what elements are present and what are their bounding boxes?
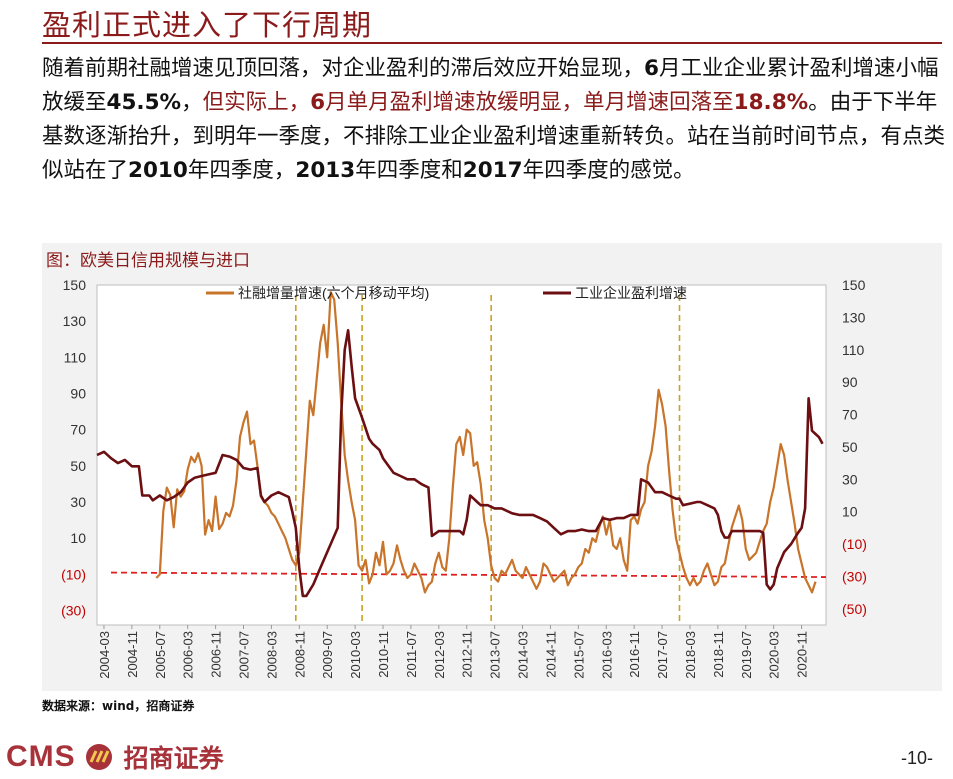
x-tick-label: 2013-07	[488, 631, 503, 679]
y-left-tick-label: 110	[64, 349, 87, 365]
paragraph-run: 45.5%	[106, 90, 182, 115]
x-tick-label: 2018-11	[711, 631, 726, 678]
x-tick-label: 2018-03	[683, 631, 698, 679]
paragraph-run: 年四季度和	[355, 158, 463, 183]
x-tick-label: 2015-07	[571, 631, 586, 679]
x-tick-label: 2008-11	[292, 631, 307, 678]
y-right-tick-label: 70	[842, 407, 858, 423]
summary-paragraph: 随着前期社融增速见顶回落，对企业盈利的滞后效应开始显现，6月工业企业累计盈利增速…	[42, 52, 947, 188]
x-tick-label: 2016-03	[599, 631, 614, 679]
page-title: 盈利正式进入了下行周期	[42, 8, 373, 42]
y-left-tick-label: 150	[63, 277, 87, 293]
title-divider	[42, 42, 942, 44]
legend-label: 工业企业盈利增速	[575, 285, 687, 301]
footer-logo: CMS 招商证券	[6, 739, 224, 775]
x-tick-label: 2020-03	[767, 631, 782, 679]
x-tick-label: 2004-11	[125, 631, 140, 678]
x-tick-label: 2009-07	[320, 631, 335, 679]
x-tick-label: 2012-11	[460, 631, 475, 678]
x-tick-label: 2010-11	[376, 631, 391, 678]
paragraph-run: 年四季度的感觉。	[522, 158, 695, 183]
y-right-tick-label: 90	[842, 374, 858, 390]
y-left-tick-label: (30)	[61, 603, 86, 619]
x-tick-label: 2007-07	[236, 631, 251, 679]
paragraph-run: 6	[310, 90, 326, 115]
paragraph-run: 。由于下半年基数逐渐抬升，到明年一季度，不排除工业企业盈利增速重新转负。站在当前…	[42, 90, 946, 183]
y-left-tick-label: 10	[70, 530, 86, 546]
paragraph-run: 年四季度，	[187, 158, 296, 183]
x-tick-label: 2010-03	[348, 631, 363, 679]
series-line-social-financing	[155, 291, 817, 594]
y-left-tick-label: 50	[70, 458, 86, 474]
x-tick-label: 2019-07	[739, 631, 754, 679]
y-right-tick-label: 110	[842, 342, 865, 358]
paragraph-run: 但实际上，	[202, 90, 311, 115]
y-left-tick-label: 30	[70, 494, 86, 510]
y-left-tick-label: 90	[70, 386, 86, 402]
y-right-tick-label: 30	[842, 471, 858, 487]
brand-cn: 招商证券	[123, 744, 224, 773]
y-right-tick-label: 130	[842, 309, 866, 325]
x-tick-label: 2012-03	[432, 631, 447, 679]
x-tick-label: 2006-03	[181, 631, 196, 679]
x-tick-label: 2017-07	[655, 631, 670, 679]
y-right-tick-label: 150	[842, 277, 866, 293]
x-tick-label: 2004-03	[97, 631, 112, 679]
brand-en: CMS	[6, 740, 76, 773]
chart-caption: 图：欧美日信用规模与进口	[46, 251, 250, 271]
paragraph-run: 随着前期社融增速见顶回落，对企业盈利的滞后效应开始显现，	[42, 56, 645, 81]
paragraph-run: 18.8%	[733, 90, 809, 115]
paragraph-run: ，	[181, 90, 203, 115]
legend-label: 社融增量增速(六个月移动平均)	[238, 285, 429, 301]
y-left-tick-label: 70	[70, 422, 86, 438]
x-tick-label: 2014-11	[543, 631, 558, 678]
paragraph-run: 2010	[128, 158, 188, 183]
x-tick-label: 2008-03	[264, 631, 279, 679]
paragraph-run: 6	[644, 56, 659, 81]
y-right-tick-label: (50)	[842, 601, 867, 617]
x-tick-label: 2014-03	[516, 631, 531, 679]
y-right-tick-label: 10	[842, 504, 858, 520]
y-right-tick-label: 50	[842, 439, 858, 455]
x-tick-label: 2006-11	[209, 631, 224, 678]
x-tick-label: 2005-07	[153, 631, 168, 679]
paragraph-run: 2013	[295, 158, 356, 183]
y-left-tick-label: 130	[63, 313, 87, 329]
x-tick-label: 2016-11	[627, 631, 642, 678]
brand-emblem-icon	[85, 744, 112, 770]
x-tick-label: 2020-11	[795, 631, 810, 678]
y-left-tick-label: (10)	[61, 566, 86, 582]
reference-line	[110, 571, 827, 578]
x-tick-label: 2011-07	[404, 631, 419, 678]
data-source-note: 数据来源：wind，招商证券	[42, 699, 195, 713]
paragraph-run: 月工业企业累计盈利增速小幅放缓至	[42, 56, 939, 115]
y-right-tick-label: (30)	[842, 568, 867, 584]
page-number: -10-	[900, 748, 933, 768]
series-line-industrial-profit	[96, 328, 824, 598]
paragraph-run: 2017	[462, 158, 523, 183]
paragraph-run: 月单月盈利增速放缓明显，单月增速回落至	[325, 90, 734, 115]
y-right-tick-label: (10)	[842, 536, 867, 552]
